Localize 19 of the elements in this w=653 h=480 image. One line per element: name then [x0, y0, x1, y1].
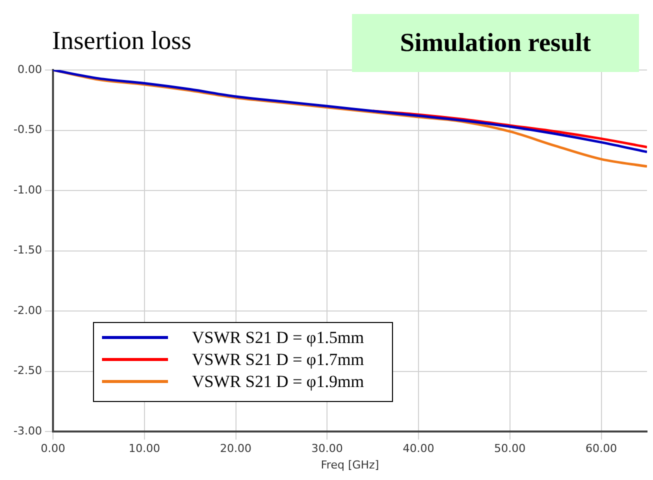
x-tick-label: 0.00 — [40, 442, 66, 456]
y-tick-label: -2.00 — [14, 304, 42, 317]
x-tick-label: 50.00 — [494, 442, 526, 456]
x-tick-label: 10.00 — [128, 442, 160, 456]
chart-title: Insertion loss — [52, 26, 192, 56]
y-tick-label: -0.50 — [14, 123, 42, 136]
x-tick-label: 60.00 — [586, 442, 618, 456]
x-tick-label: 20.00 — [220, 442, 252, 456]
x-tick-label: 30.00 — [311, 442, 343, 456]
y-tick-label: -1.50 — [14, 244, 42, 257]
legend-label: VSWR S21 D = φ1.5mm — [192, 328, 364, 348]
legend-label: VSWR S21 D = φ1.7mm — [192, 350, 364, 370]
x-tick-label: 40.00 — [402, 442, 434, 456]
y-tick-label: -3.00 — [14, 424, 42, 438]
y-tick-label: -2.50 — [14, 364, 42, 378]
x-axis-title: Freq [GHz] — [320, 458, 380, 472]
y-tick-label: 0.00 — [18, 62, 42, 76]
legend-label: VSWR S21 D = φ1.9mm — [192, 372, 364, 392]
y-tick-label: -1.00 — [14, 183, 42, 196]
